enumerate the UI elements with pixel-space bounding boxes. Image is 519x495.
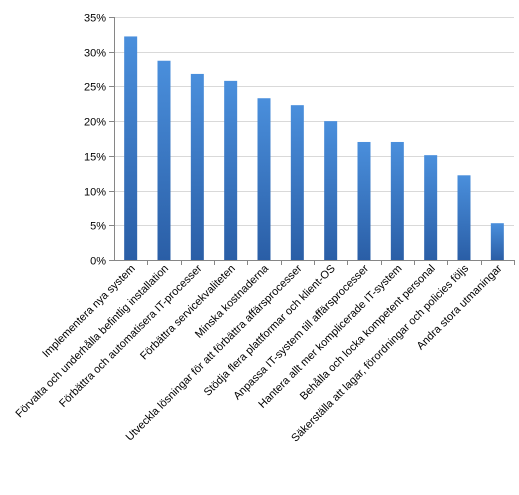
bar xyxy=(257,98,271,260)
category-label: Förvalta och underhålla befintlig instal… xyxy=(13,263,171,421)
y-tick-label: 30% xyxy=(84,48,106,60)
bar xyxy=(424,155,438,260)
bar xyxy=(190,73,204,261)
y-tick-label: 20% xyxy=(84,117,106,129)
y-tick-label: 25% xyxy=(84,82,106,94)
bars xyxy=(124,36,504,261)
bar xyxy=(157,60,171,260)
bar xyxy=(357,141,371,260)
axes xyxy=(109,17,515,265)
bar xyxy=(390,141,404,260)
y-tick-label: 35% xyxy=(84,13,106,25)
bar xyxy=(124,36,138,260)
y-tick-labels: 0% 5% 10% 15% 20% 25% 30% 35% xyxy=(84,13,106,268)
y-tick-label: 0% xyxy=(90,256,106,268)
bar xyxy=(224,80,238,261)
y-tick-label: 5% xyxy=(90,221,106,233)
y-tick-label: 15% xyxy=(84,152,106,164)
bar xyxy=(457,175,471,260)
bar xyxy=(324,121,338,260)
bar xyxy=(490,223,504,260)
bar xyxy=(290,105,304,260)
gridlines xyxy=(114,17,514,226)
y-tick-label: 10% xyxy=(84,187,106,199)
